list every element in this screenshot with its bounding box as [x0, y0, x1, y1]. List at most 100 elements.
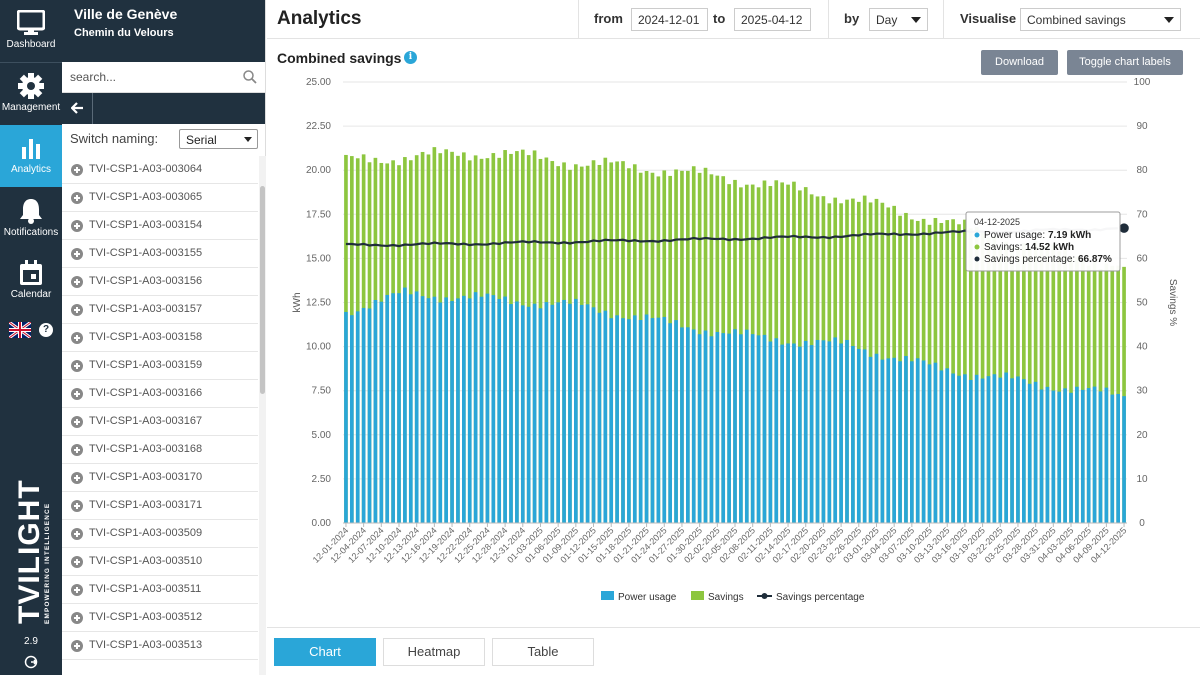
search-icon[interactable] — [243, 70, 257, 84]
tooltip-marker — [974, 244, 980, 250]
y2-tick-label: 90 — [1136, 121, 1148, 132]
power-usage-bar — [1027, 383, 1032, 523]
expand-plus-icon[interactable] — [71, 640, 83, 652]
device-name: TVI-CSP1-A03-003513 — [89, 639, 203, 651]
help-icon[interactable]: ? — [39, 323, 53, 337]
device-list-item[interactable]: TVI-CSP1-A03-003156 — [62, 268, 258, 296]
expand-plus-icon[interactable] — [71, 444, 83, 456]
expand-plus-icon[interactable] — [71, 556, 83, 568]
power-usage-bar — [815, 339, 820, 523]
site-street: Chemin du Velours — [74, 27, 174, 39]
nav-management[interactable]: Management — [0, 63, 62, 125]
monitor-icon — [17, 10, 45, 35]
switch-naming-select[interactable]: Serial — [179, 129, 258, 149]
power-usage-bar — [379, 301, 384, 523]
expand-plus-icon[interactable] — [71, 276, 83, 288]
device-list-item[interactable]: TVI-CSP1-A03-003167 — [62, 408, 258, 436]
power-usage-bar — [963, 374, 967, 523]
nav-divider — [0, 62, 62, 63]
device-list-item[interactable]: TVI-CSP1-A03-003510 — [62, 548, 258, 576]
device-list-item[interactable]: TVI-CSP1-A03-003171 — [62, 492, 258, 520]
toggle-chart-labels-button[interactable]: Toggle chart labels — [1067, 50, 1183, 75]
expand-plus-icon[interactable] — [71, 360, 83, 372]
power-usage-bar — [721, 333, 726, 523]
nav-calendar[interactable]: Calendar — [0, 250, 62, 312]
download-button[interactable]: Download — [981, 50, 1058, 75]
device-list-item[interactable]: TVI-CSP1-A03-003513 — [62, 632, 258, 660]
power-usage-bar — [1051, 390, 1056, 523]
expand-plus-icon[interactable] — [71, 220, 83, 232]
device-name: TVI-CSP1-A03-003155 — [89, 247, 203, 259]
nav-analytics[interactable]: Analytics — [0, 125, 62, 187]
uk-flag-icon[interactable] — [9, 322, 31, 338]
device-list-item[interactable]: TVI-CSP1-A03-003166 — [62, 380, 258, 408]
device-name: TVI-CSP1-A03-003171 — [89, 499, 203, 511]
tab-chart[interactable]: Chart — [274, 638, 376, 666]
legend-label: Power usage — [618, 592, 677, 603]
search-input[interactable] — [62, 62, 232, 92]
to-date-input[interactable]: 2025-04-12 — [734, 8, 811, 31]
device-list-scroll-thumb[interactable] — [260, 186, 265, 394]
expand-plus-icon[interactable] — [71, 332, 83, 344]
expand-plus-icon[interactable] — [71, 388, 83, 400]
nav-notifications[interactable]: Notifications — [0, 188, 62, 250]
device-list-item[interactable]: TVI-CSP1-A03-003065 — [62, 184, 258, 212]
tvilight-logo: TVILIGHT EMPOWERING INTELLIGENCE — [13, 479, 51, 624]
device-name: TVI-CSP1-A03-003065 — [89, 191, 203, 203]
visualise-select[interactable]: Combined savings — [1020, 8, 1181, 31]
tooltip-row: Savings percentage: 66.87% — [984, 254, 1112, 265]
device-list-item[interactable]: TVI-CSP1-A03-003512 — [62, 604, 258, 632]
expand-plus-icon[interactable] — [71, 164, 83, 176]
tooltip-row-label: Savings percentage: — [984, 254, 1078, 265]
back-button[interactable] — [62, 93, 93, 124]
power-usage-bar — [1039, 389, 1044, 523]
tab-table[interactable]: Table — [492, 638, 594, 666]
device-list-item[interactable]: TVI-CSP1-A03-003509 — [62, 520, 258, 548]
device-list-item[interactable]: TVI-CSP1-A03-003157 — [62, 296, 258, 324]
expand-plus-icon[interactable] — [71, 612, 83, 624]
y-tick-label: 0.00 — [312, 518, 332, 529]
power-usage-bar — [1086, 388, 1091, 523]
device-list-item[interactable]: TVI-CSP1-A03-003064 — [62, 156, 258, 184]
nav-dashboard[interactable]: Dashboard — [0, 0, 62, 62]
tab-heatmap[interactable]: Heatmap — [383, 638, 485, 666]
info-icon[interactable]: i — [404, 51, 417, 64]
power-usage-bar — [898, 361, 902, 523]
device-name: TVI-CSP1-A03-003511 — [89, 583, 202, 595]
power-usage-bar — [627, 319, 631, 523]
device-list-item[interactable]: TVI-CSP1-A03-003154 — [62, 212, 258, 240]
device-list-item[interactable]: TVI-CSP1-A03-003158 — [62, 324, 258, 352]
expand-plus-icon[interactable] — [71, 500, 83, 512]
device-list-item[interactable]: TVI-CSP1-A03-003511 — [62, 576, 258, 604]
power-usage-bar — [361, 307, 366, 523]
device-list-item[interactable]: TVI-CSP1-A03-003168 — [62, 436, 258, 464]
power-usage-bar — [414, 291, 419, 523]
from-date-input[interactable]: 2024-12-01 — [631, 8, 708, 31]
power-usage-bar — [450, 301, 454, 523]
interval-select[interactable]: Day — [869, 8, 928, 31]
y-tick-label: 10.00 — [306, 342, 331, 353]
device-list-item[interactable]: TVI-CSP1-A03-003170 — [62, 464, 258, 492]
expand-plus-icon[interactable] — [71, 248, 83, 260]
power-usage-bar — [456, 298, 460, 523]
power-usage-bar — [921, 360, 926, 523]
power-usage-bar — [591, 307, 596, 523]
expand-plus-icon[interactable] — [71, 416, 83, 428]
power-usage-bar — [709, 336, 714, 523]
power-usage-bar — [680, 327, 684, 523]
device-list-scrollbar[interactable] — [259, 156, 266, 675]
power-usage-bar — [609, 318, 614, 523]
device-list-item[interactable]: TVI-CSP1-A03-003159 — [62, 352, 258, 380]
savings-bar — [1045, 244, 1050, 523]
power-usage-bar — [1098, 391, 1103, 523]
expand-plus-icon[interactable] — [71, 192, 83, 204]
expand-plus-icon[interactable] — [71, 584, 83, 596]
expand-plus-icon[interactable] — [71, 304, 83, 316]
expand-plus-icon[interactable] — [71, 472, 83, 484]
nav-management-label: Management — [1, 102, 61, 113]
logout-icon[interactable] — [24, 655, 38, 669]
device-list-item[interactable]: TVI-CSP1-A03-003155 — [62, 240, 258, 268]
expand-plus-icon[interactable] — [71, 528, 83, 540]
power-usage-bar — [992, 374, 997, 523]
power-usage-bar — [686, 327, 690, 523]
